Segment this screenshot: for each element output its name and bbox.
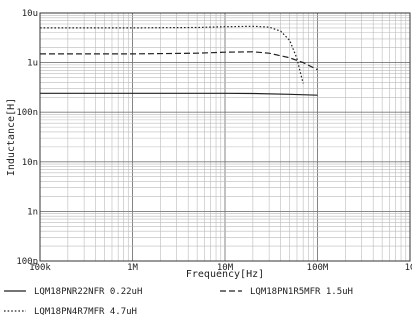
series-line-1 [40, 92, 318, 96]
y-tick-label: 100p [16, 257, 38, 267]
x-tick-labels: 100k 1M 10M 100M 1G [29, 263, 412, 273]
plot-frame [39, 12, 411, 262]
series-layer [40, 25, 318, 96]
y-tick-label: 1n [27, 207, 38, 217]
series-line-2 [40, 51, 318, 71]
legend: LQM18PNR22NFR 0.22uH LQM18PN1R5MFR 1.5uH L… [4, 287, 353, 317]
legend-label-2: LQM18PN1R5MFR 1.5uH [250, 287, 353, 297]
x-tick-label: 10M [217, 263, 234, 273]
y-tick-label: 10n [22, 158, 38, 168]
legend-label-3: LQM18PN4R7MFR 4.7uH [34, 307, 137, 317]
y-tick-label: 10u [22, 9, 38, 19]
y-tick-label: 100n [16, 108, 38, 118]
x-tick-label: 1M [127, 263, 138, 273]
legend-label-1: LQM18PNR22NFR 0.22uH [34, 287, 142, 297]
y-axis-title: Inductance[H] [6, 98, 17, 176]
x-tick-label: 100M [307, 263, 329, 273]
x-tick-label: 1G [405, 263, 412, 273]
x-tick-label: 100k [29, 263, 51, 273]
x-axis-title: Frequency[Hz] [186, 269, 264, 280]
y-tick-label: 1u [27, 59, 38, 69]
y-tick-labels: 10u 1u 100n 10n 1n 100p [16, 9, 38, 267]
series-line-3 [40, 25, 304, 84]
